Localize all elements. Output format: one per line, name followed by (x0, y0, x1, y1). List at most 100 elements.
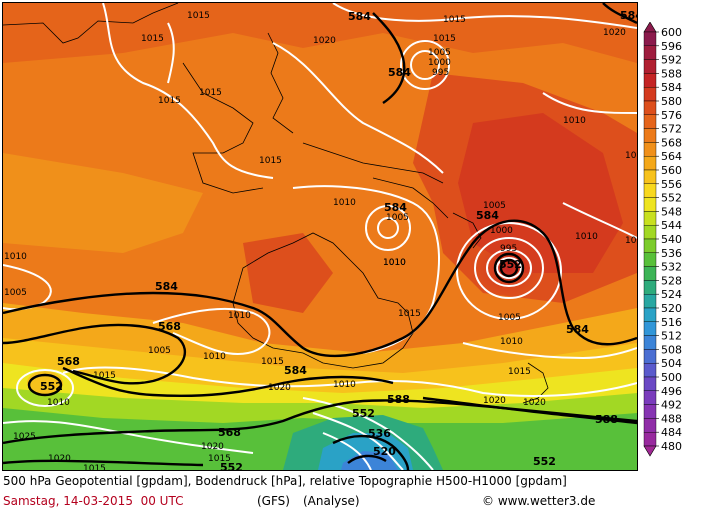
scale-label-556: 556 (661, 178, 682, 191)
label-584-east: 584 (566, 323, 589, 336)
scale-swatch-504 (643, 363, 657, 378)
scale-label-560: 560 (661, 164, 682, 177)
scale-swatch-548 (643, 211, 657, 226)
contour-552-west-low (27, 373, 63, 397)
contour-568 (3, 323, 187, 385)
pressure-labels: 1015 1015 1015 1015 1015 1020 1015 1015 … (4, 11, 637, 470)
scale-swatch-492 (643, 404, 657, 419)
label-552-south: 552 (352, 407, 375, 420)
scale-arrow-bottom (643, 445, 657, 457)
pressure-label: 1010 (563, 116, 586, 126)
pressure-label: 1015 (158, 96, 181, 106)
label-536: 536 (368, 427, 391, 440)
scale-label-520: 520 (661, 302, 682, 315)
scale-label-596: 596 (661, 40, 682, 53)
pressure-label: 1005 (428, 48, 451, 58)
scale-label-480: 480 (661, 440, 682, 453)
scale-swatch-528 (643, 280, 657, 295)
pressure-label: 1015 (261, 357, 284, 367)
scale-label-508: 508 (661, 343, 682, 356)
coastline-new-guinea (372, 177, 449, 219)
scale-label-536: 536 (661, 247, 682, 260)
pressure-label: 1010 (333, 198, 356, 208)
contour-tc-inner (493, 252, 525, 284)
isobar-south-low-1 (302, 397, 434, 470)
contour-576 (62, 366, 394, 398)
scale-label-568: 568 (661, 136, 682, 149)
contour-588 (422, 396, 637, 425)
credit-link[interactable]: © www.wetter3.de (482, 494, 596, 508)
scale-label-496: 496 (661, 385, 682, 398)
scale-swatch-584 (643, 86, 657, 102)
pressure-label: 1000 (490, 226, 513, 236)
pressure-label: 1005 (4, 288, 27, 298)
scale-label-492: 492 (661, 399, 682, 412)
pressure-label: 1010 (383, 258, 406, 268)
scale-swatch-596 (643, 45, 657, 60)
shade-584-east (458, 113, 623, 273)
scale-swatch-556 (643, 183, 657, 198)
isobar-1010-west (3, 264, 52, 311)
scale-swatch-484 (643, 432, 657, 447)
label-584-tc: 584 (476, 209, 499, 222)
isobar-1000-tc (474, 237, 544, 299)
scale-swatch-564 (643, 155, 657, 171)
scale-label-588: 588 (661, 67, 682, 80)
pressure-label: 1015 (433, 34, 456, 44)
geopotential-labels: 584 584 584 584 584 584 584 568 568 552 … (40, 9, 637, 470)
pressure-label: 1005 (498, 313, 521, 323)
label-584-north-low: 584 (388, 66, 411, 79)
scale-swatch-540 (643, 238, 657, 254)
isobar-1000-coral-low (377, 217, 399, 239)
isobar-1005-coral-low (365, 205, 411, 251)
weather-map: 584 584 584 584 584 584 584 568 568 552 … (2, 2, 638, 471)
scale-label-532: 532 (661, 261, 682, 274)
isobars (3, 3, 637, 470)
scale-label-548: 548 (661, 205, 682, 218)
label-588-east: 588 (595, 413, 618, 426)
scale-swatch-592 (643, 59, 657, 74)
scale-swatch-536 (643, 252, 657, 267)
coastline-islands (452, 212, 482, 249)
scale-swatch-600 (643, 31, 657, 47)
shade-568-west (3, 153, 203, 253)
coastline-australia (232, 232, 414, 369)
scale-swatch-560 (643, 169, 657, 185)
isobar-995-tc (486, 249, 532, 287)
scale-swatch-580 (643, 100, 657, 116)
coastline-new-zealand (522, 362, 549, 404)
pressure-label: 1015 (83, 464, 106, 470)
label-520: 520 (373, 445, 396, 458)
isobar-1005-australia (152, 307, 271, 355)
pressure-label: 1015 (398, 309, 421, 319)
pressure-label: 1015 (208, 454, 231, 464)
shade-580-australia (243, 233, 333, 313)
pressure-label: 1010 (500, 337, 523, 347)
pressure-label: 1020 (48, 454, 71, 464)
pressure-label: 1015 (141, 34, 164, 44)
scale-swatch-496 (643, 390, 657, 405)
scale-label-524: 524 (661, 288, 682, 301)
coastlines (3, 3, 549, 404)
contour-tc-core (499, 258, 519, 278)
scale-label-516: 516 (661, 316, 682, 329)
scale-swatch-524 (643, 294, 657, 309)
pressure-label: 1020 (313, 36, 336, 46)
pressure-label: 1015 (508, 367, 531, 377)
scale-swatch-568 (643, 142, 657, 157)
map-title: 500 hPa Geopotential [gpdam], Bodendruck… (3, 474, 567, 488)
label-584-corner: 584 (620, 9, 637, 22)
scale-swatch-544 (643, 224, 657, 240)
coastline-philippines (267, 32, 294, 134)
pressure-label: 995 (500, 244, 517, 254)
shade-low-center (468, 237, 548, 301)
pressure-label: 1005 (483, 201, 506, 211)
label-552-west-low: 552 (40, 380, 63, 393)
label-584-coral: 584 (384, 201, 407, 214)
pressure-label: 1015 (443, 15, 466, 25)
scale-swatches (643, 22, 657, 457)
label-568-west: 568 (57, 355, 80, 368)
label-588-south: 588 (387, 393, 410, 406)
model-name: (GFS) (257, 494, 290, 508)
scale-label-540: 540 (661, 233, 682, 246)
